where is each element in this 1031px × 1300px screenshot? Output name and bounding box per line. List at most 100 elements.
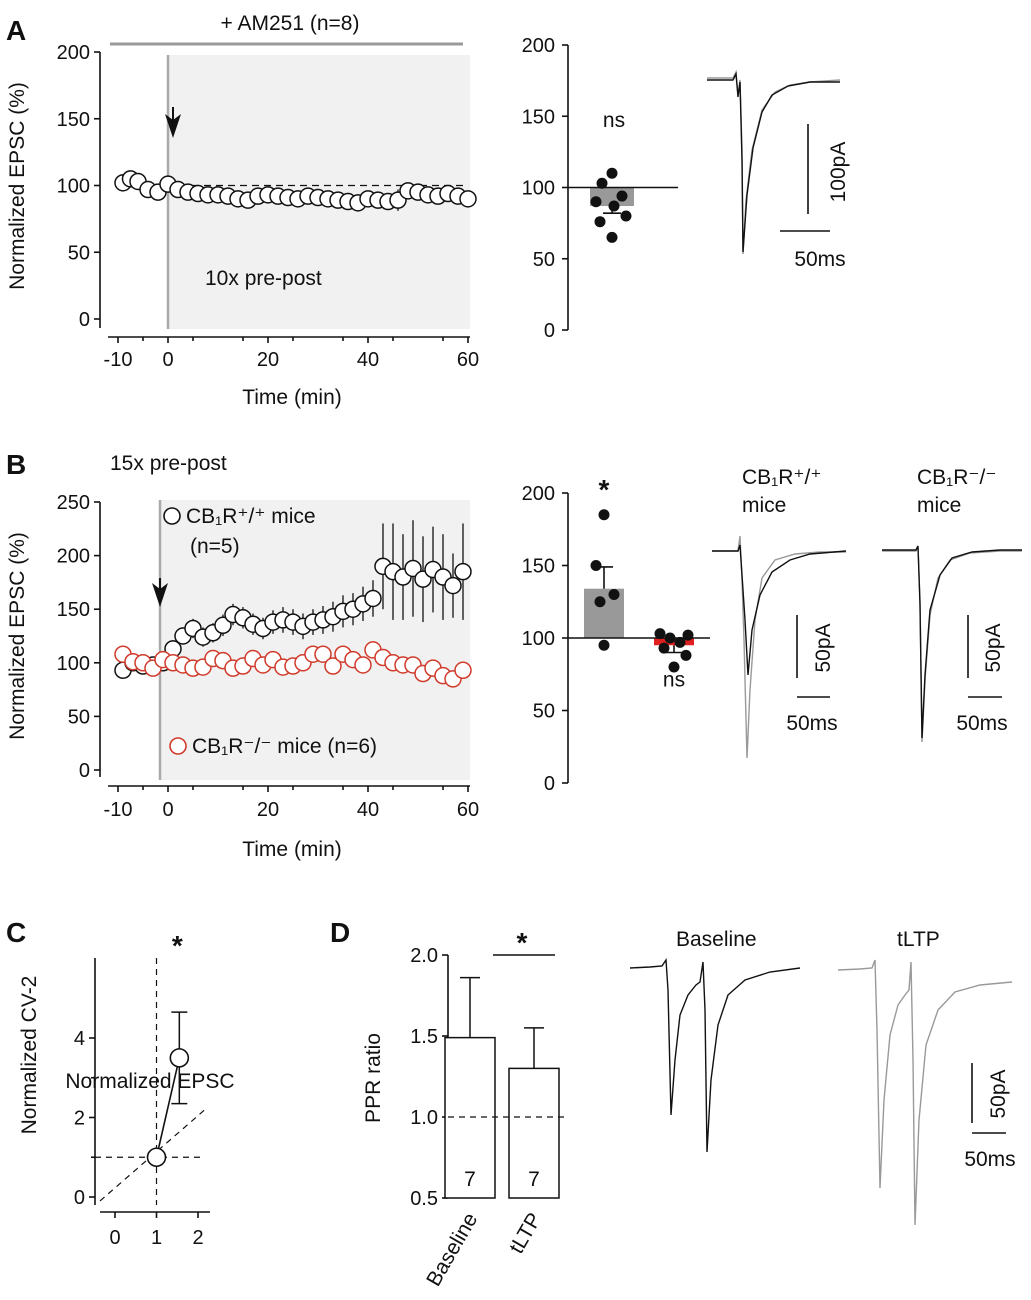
b-bar-data-point	[654, 628, 666, 640]
a-x-tick-label: 0	[162, 349, 173, 371]
b-trace-wt-title: CB₁R⁺/⁺	[742, 466, 821, 489]
c-connect-line	[155, 1057, 181, 1158]
b-trace-ko	[882, 545, 1022, 743]
b-series-wt-data-point	[214, 616, 232, 635]
b-y-tick-label: 250	[57, 492, 90, 514]
d-scale-y-label: 50pA	[987, 1069, 1010, 1118]
a-x-tick-label: 20	[257, 349, 279, 371]
d-significance: *	[517, 927, 528, 958]
d-category-label-0: Baseline	[422, 1209, 482, 1290]
panel-label-c: C	[6, 917, 26, 948]
a-bar-y-tick-label: 100	[522, 178, 555, 200]
d-trace-tltp-title: tLTP	[897, 928, 940, 951]
b-y-tick-label: 50	[68, 706, 90, 728]
b-ko-scale-y-label: 50pA	[982, 623, 1005, 672]
d-trace-baseline	[629, 957, 801, 1153]
b-xlabel: Time (min)	[242, 838, 342, 861]
b-wt-scale-y-label: 50pA	[812, 623, 835, 672]
a-bar-y-tick-label: 50	[533, 249, 555, 271]
d-trace-tltp	[837, 959, 1013, 1226]
c-data-point-tltp	[169, 1048, 190, 1068]
b-x-tick-label: -10	[104, 799, 133, 821]
b-bar-data-point	[598, 639, 610, 651]
b-series-wt-data-point	[364, 589, 382, 608]
b-trace-wt	[712, 535, 847, 759]
c-x-tick-label: 0	[109, 1227, 120, 1249]
b-bar-data-point	[680, 649, 692, 661]
a-bar-ns-label: ns	[603, 109, 625, 132]
b-bar-y-tick-label: 100	[522, 628, 555, 650]
b-legend-ko-label: CB₁R⁻/⁻ mice (n=6)	[192, 735, 377, 758]
a-xlabel: Time (min)	[242, 386, 342, 409]
b-bar-y-tick-label: 0	[544, 773, 555, 795]
panel-label-b: B	[6, 449, 26, 480]
d-marks: 7 Baseline 7 tLTP *	[422, 927, 565, 1290]
c-x-tick-label: 2	[192, 1227, 203, 1249]
c-y-tick-label: 2	[74, 1108, 85, 1130]
d-n-label-1: 7	[528, 1168, 540, 1191]
d-bar-baseline	[444, 1036, 496, 1199]
b-x-tick-label: 20	[257, 799, 279, 821]
b-legend-wt-label: CB₁R⁺/⁺ mice	[186, 505, 316, 528]
b-series-ko-data-point	[314, 645, 332, 663]
c-ylabel: Normalized CV-2	[18, 976, 41, 1135]
b-series-wt-data-point	[444, 576, 462, 595]
b-x-tick-label: 0	[162, 799, 173, 821]
b-x-tick-label: 40	[357, 799, 379, 821]
d-y-tick-label: 1.5	[410, 1026, 438, 1048]
a-y-tick-label: 200	[57, 42, 90, 64]
a-data-point	[459, 190, 477, 208]
a-scale-x-label: 50ms	[794, 248, 845, 271]
b-legend-wt-n: (n=5)	[190, 535, 240, 558]
c-marks: *	[95, 930, 206, 1205]
a-protocol-label: 10x pre-post	[205, 267, 322, 290]
d-bar-tltp	[508, 1067, 560, 1199]
b-bar-data-point	[590, 560, 602, 571]
d-y-tick-label: 2.0	[410, 945, 438, 967]
a-timecourse-marks	[114, 170, 477, 212]
c-y-tick-label: 4	[74, 1028, 85, 1050]
a-y-tick-label: 50	[68, 242, 90, 264]
c-significance: *	[172, 930, 183, 961]
a-bar-data-point	[608, 200, 620, 212]
d-scale-x-label: 50ms	[964, 1148, 1015, 1171]
d-axes: 0.5 1.0 1.5 2.0	[410, 945, 449, 1210]
b-bar-y-tick-label: 150	[522, 556, 555, 578]
a-bar-data-point	[594, 216, 606, 228]
a-scale-y-label: 100pA	[827, 142, 850, 203]
a-timecourse-axes: 0 50 100 150 200 -10 0 20 40 60	[57, 42, 480, 371]
a-x-tick-label: -10	[104, 349, 133, 371]
d-ylabel: PPR ratio	[362, 1033, 385, 1123]
d-trace-baseline-title: Baseline	[676, 928, 757, 951]
a-bar-data-point	[606, 231, 618, 243]
b-series-ko-data-point	[354, 656, 372, 674]
b-legend-ko-marker	[169, 737, 187, 755]
a-ylabel: Normalized EPSC (%)	[6, 82, 29, 290]
b-bar-y-tick-label: 50	[533, 701, 555, 723]
c-data-point-baseline	[146, 1147, 167, 1168]
b-trace-wt-title-2: mice	[742, 494, 786, 517]
b-arrow-icon	[152, 578, 168, 607]
b-bar-sig-0: *	[599, 474, 610, 505]
a-drug-label: + AM251 (n=8)	[221, 12, 360, 35]
a-bar-data-point	[616, 190, 628, 202]
b-bar-data-point	[594, 596, 606, 608]
b-y-tick-label: 0	[79, 760, 90, 782]
a-y-tick-label: 0	[79, 309, 90, 331]
a-bar-y-tick-label: 200	[522, 35, 555, 57]
b-bar-axes: 0 50 100 150 200	[522, 483, 569, 795]
b-y-tick-label: 150	[57, 599, 90, 621]
b-series-wt-data-point	[404, 559, 422, 578]
a-bar-axes: 0 50 100 150 200	[522, 35, 569, 342]
a-bar-data-point	[606, 167, 618, 179]
d-n-label-0: 7	[464, 1168, 476, 1191]
b-wt-scale-x-label: 50ms	[786, 712, 837, 735]
b-bar-data-point	[658, 642, 670, 654]
a-bar-data-point	[620, 210, 632, 222]
panel-label-a: A	[6, 15, 26, 46]
b-bar-data-point	[674, 636, 686, 648]
b-timecourse-axes: 0 50 100 150 200 250 -10 0 20 40 60	[57, 492, 480, 821]
b-series-wt-data-point	[454, 562, 472, 581]
c-y-tick-label: 0	[74, 1187, 85, 1209]
